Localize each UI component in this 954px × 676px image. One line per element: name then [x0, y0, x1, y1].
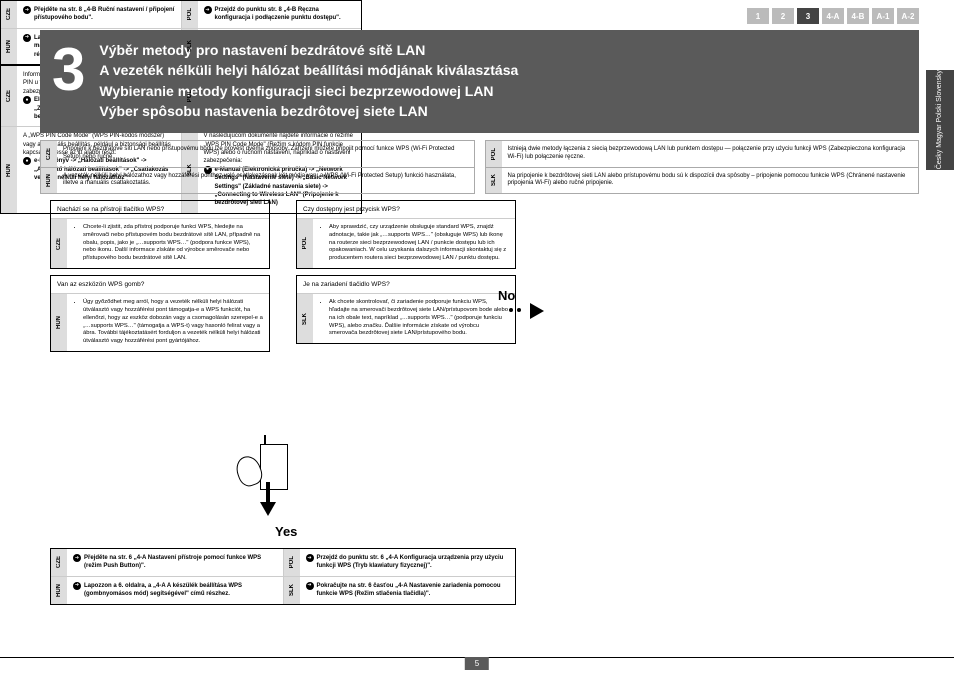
nav-step: 3: [797, 8, 819, 24]
arrow-right-icon: [530, 303, 544, 319]
intro-hun: HUNA vezeték nélküli helyi hálózathoz va…: [40, 168, 475, 195]
intro-pol: POLIstnieją dwie metody łączenia z sieci…: [485, 140, 920, 168]
router-illustration: [235, 436, 305, 496]
intro-cze: CZEPřipojení k bezdrátové síti LAN nebo …: [40, 140, 475, 168]
section-header: 3 Výběr metody pro nastavení bezdrátové …: [40, 30, 919, 133]
yes-label: Yes: [275, 524, 297, 539]
question-col-1: Nachází se na přístroji tlačítko WPS? CZ…: [50, 200, 270, 358]
nav-step: 2: [772, 8, 794, 24]
dots-icon: [509, 308, 521, 312]
language-tab: Česky Magyar Polski Slovensky: [926, 70, 954, 170]
step-number: 3: [52, 40, 85, 100]
nav-step: 4-B: [847, 8, 869, 24]
no-label: No: [498, 288, 515, 303]
nav-step: A-1: [872, 8, 894, 24]
nav-step: 1: [747, 8, 769, 24]
section-titles: Výběr metody pro nastavení bezdrátové sí…: [99, 40, 518, 121]
step-nav: 1234-A4-BA-1A-2: [747, 8, 919, 24]
page-number: 5: [465, 657, 489, 670]
yes-result: CZE➜Přejděte na str. 6 „4-A Nastavení př…: [50, 548, 516, 605]
intro-slk: SLKNa pripojenie k bezdrôtovej sieti LAN…: [485, 168, 920, 195]
question-col-2: Czy dostępny jest przycisk WPS? POLAby s…: [296, 200, 516, 350]
arrow-down-icon: [260, 502, 276, 516]
intro-row: CZEPřipojení k bezdrátové síti LAN nebo …: [40, 140, 919, 194]
nav-step: 4-A: [822, 8, 844, 24]
nav-step: A-2: [897, 8, 919, 24]
